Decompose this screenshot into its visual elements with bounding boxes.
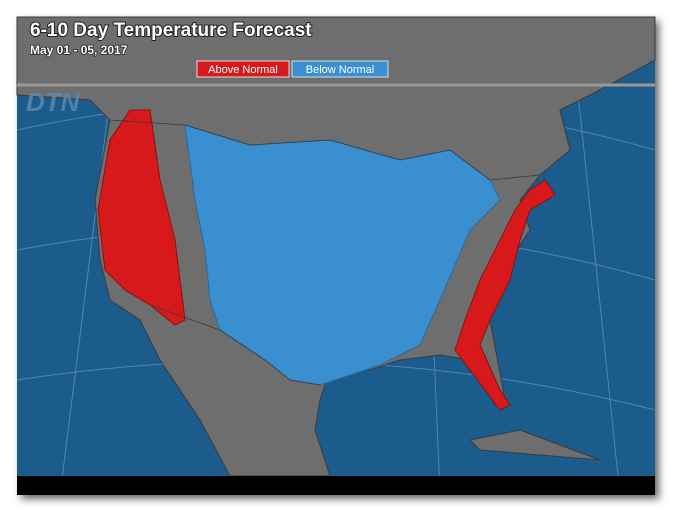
footer-bar xyxy=(17,476,655,495)
above-normal-east xyxy=(454,179,556,411)
legend: Above Normal Below Normal xyxy=(196,60,389,78)
borders xyxy=(109,119,541,386)
above-normal-west xyxy=(97,109,186,326)
legend-swatch xyxy=(196,60,290,78)
legend-label: Above Normal xyxy=(208,64,278,76)
legend-label: Below Normal xyxy=(306,64,374,76)
map-title: 6-10 Day Temperature Forecast xyxy=(30,20,312,41)
cuba xyxy=(468,429,601,461)
map-subtitle: May 01 - 05, 2017 xyxy=(30,43,128,57)
legend-swatch xyxy=(291,60,389,78)
watermark: DTN xyxy=(26,87,81,117)
